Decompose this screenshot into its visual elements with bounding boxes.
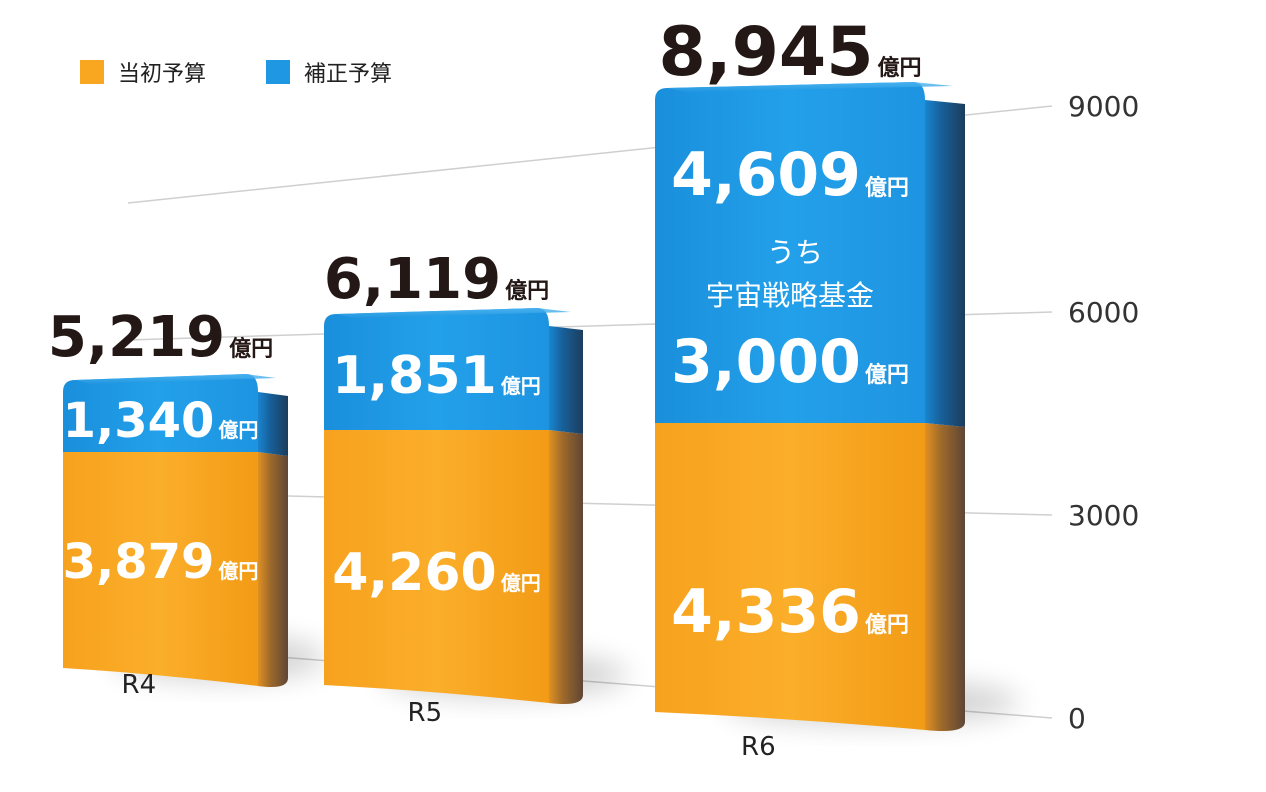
x-tick-label-R6: R6: [741, 732, 776, 762]
bar-group-R4: 1,340 億円 3,879 億円: [63, 374, 288, 687]
bar-top-R5: [336, 308, 571, 318]
value-label-initial-R4: 3,879 億円: [63, 534, 259, 590]
y-tick-label-3000: 3000: [1068, 499, 1139, 532]
total-label-R4: 5,219 億円: [48, 305, 273, 370]
legend-swatch-supplementary: [266, 60, 291, 84]
bar-top-R4: [75, 374, 276, 384]
legend-label-initial: 当初予算: [118, 62, 207, 87]
annotation-line2: 宇宙戦略基金: [706, 279, 874, 312]
bar-supplementary-R5: [324, 308, 549, 430]
y-tick-label-0: 0: [1068, 702, 1086, 735]
bar-group-R5: 1,851 億円 4,260 億円: [324, 308, 583, 704]
x-tick-label-R4: R4: [122, 670, 157, 700]
bar-initial-R5: [324, 430, 549, 703]
y-tick-label-9000: 9000: [1068, 90, 1139, 123]
bar-initial-R6: [655, 423, 925, 730]
legend-item-supplementary: 補正予算: [266, 56, 392, 88]
value-label-supplementary-R6: 4,609 億円: [671, 140, 909, 210]
bar-side-initial-R5: [549, 430, 583, 704]
annotation-value: 3,000 億円: [671, 327, 909, 397]
bar-side-supplementary-R6: [925, 100, 965, 427]
x-tick-label-R5: R5: [408, 698, 443, 728]
legend-label-supplementary: 補正予算: [304, 62, 393, 87]
bar-supplementary-R4: [63, 374, 258, 452]
total-label-R6: 8,945 億円: [658, 13, 921, 92]
total-label-R5: 6,119 億円: [324, 247, 549, 312]
bar-group-R6: 4,609 億円 4,336 億円: [655, 82, 965, 731]
bar-side-initial-R6: [925, 423, 965, 731]
bar-side-supplementary-R4: [258, 392, 288, 456]
bar-supplementary-R6: [655, 82, 925, 423]
bar-side-supplementary-R5: [549, 326, 583, 434]
legend: 当初予算 補正予算: [80, 56, 392, 88]
legend-item-initial: 当初予算: [80, 56, 206, 88]
value-label-initial-R6: 4,336 億円: [671, 577, 909, 647]
value-label-supplementary-R4: 1,340 億円: [63, 393, 259, 449]
bar-initial-R4: [63, 452, 258, 686]
y-tick-label-6000: 6000: [1068, 296, 1139, 329]
value-label-initial-R5: 4,260 億円: [332, 543, 540, 603]
bar-top-R6: [667, 82, 953, 92]
legend-swatch-initial: [80, 60, 104, 84]
value-label-supplementary-R5: 1,851 億円: [332, 346, 540, 406]
bar-side-initial-R4: [258, 452, 288, 687]
annotation-line1: うち: [767, 236, 823, 269]
